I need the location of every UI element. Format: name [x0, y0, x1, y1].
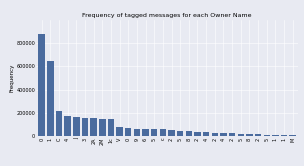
Bar [125, 128, 132, 136]
Y-axis label: Frequency: Frequency [10, 64, 15, 92]
Bar [220, 133, 227, 136]
Bar [177, 130, 183, 136]
Bar [134, 128, 140, 136]
Bar [229, 133, 235, 136]
Bar [264, 135, 270, 136]
Bar [289, 135, 296, 136]
Bar [281, 135, 287, 136]
Bar [47, 61, 54, 136]
Bar [203, 132, 209, 136]
Bar [186, 131, 192, 136]
Bar [212, 132, 218, 136]
Bar [272, 135, 279, 136]
Bar [99, 119, 105, 136]
Bar [108, 119, 114, 136]
Title: Frequency of tagged messages for each Owner Name: Frequency of tagged messages for each Ow… [82, 13, 252, 18]
Bar [142, 129, 149, 136]
Bar [194, 132, 201, 136]
Bar [90, 118, 97, 136]
Bar [151, 129, 157, 136]
Bar [56, 111, 62, 136]
Bar [168, 130, 175, 136]
Bar [255, 134, 261, 136]
Bar [237, 134, 244, 136]
Bar [116, 127, 123, 136]
Bar [160, 129, 166, 136]
Bar [38, 34, 45, 136]
Bar [246, 134, 253, 136]
Bar [82, 118, 88, 136]
Bar [73, 117, 80, 136]
Bar [64, 116, 71, 136]
